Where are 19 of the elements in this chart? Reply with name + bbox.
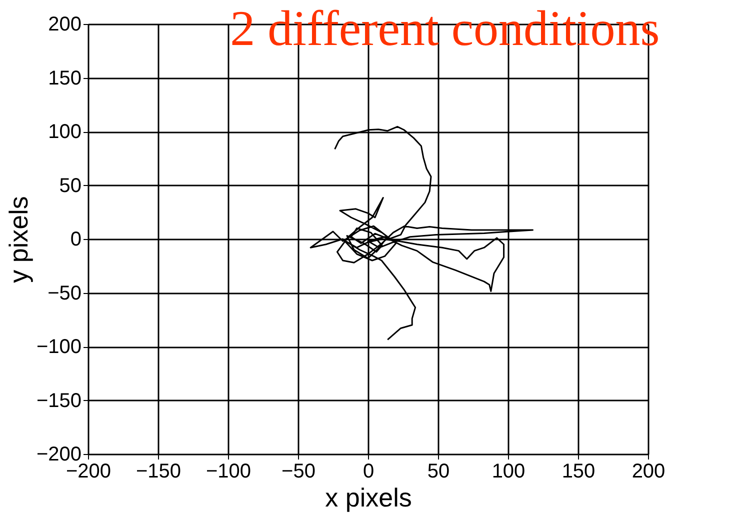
y-tick-label: −150 bbox=[36, 390, 82, 412]
y-tick-label: 150 bbox=[48, 67, 82, 90]
x-tick-label: 100 bbox=[492, 460, 526, 482]
y-tick-label: 100 bbox=[48, 121, 82, 143]
x-tick-label: 150 bbox=[562, 460, 596, 482]
y-tick-label: −100 bbox=[36, 336, 82, 358]
x-tick-label: 50 bbox=[427, 460, 450, 482]
y-tick-label: −200 bbox=[36, 444, 82, 466]
x-axis-title: x pixels bbox=[325, 482, 412, 512]
y-tick-label: −50 bbox=[48, 282, 82, 304]
x-tick-label: −150 bbox=[136, 460, 182, 482]
x-tick-label: −50 bbox=[282, 460, 316, 482]
y-axis-title: y pixels bbox=[3, 196, 34, 283]
x-tick-label: 0 bbox=[362, 460, 374, 482]
x-tick-label: −100 bbox=[206, 460, 252, 482]
y-tick-label: 0 bbox=[70, 228, 82, 250]
x-tick-label: 200 bbox=[632, 460, 666, 482]
y-tick-label: 50 bbox=[59, 174, 82, 197]
y-tick-label: 200 bbox=[48, 14, 82, 36]
